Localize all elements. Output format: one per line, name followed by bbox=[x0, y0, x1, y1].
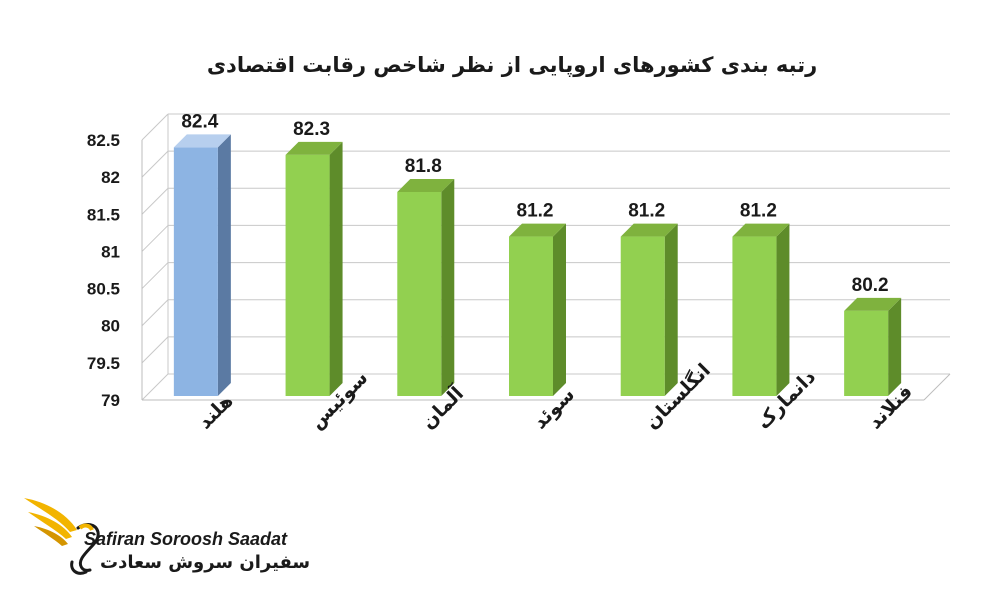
gridline-depth bbox=[141, 187, 169, 215]
bar-front bbox=[173, 147, 218, 396]
chart-title: رتبه بندی کشورهای اروپایی از نظر شاخص رق… bbox=[207, 53, 817, 77]
bar-top bbox=[285, 141, 343, 155]
bar-side bbox=[664, 223, 678, 396]
bar-top bbox=[844, 297, 902, 311]
gridline-depth bbox=[141, 299, 169, 327]
gridline-depth bbox=[141, 336, 169, 364]
data-label: 82.4 bbox=[181, 111, 218, 132]
bar bbox=[173, 134, 231, 396]
y-tick-label: 80.5 bbox=[87, 280, 120, 299]
bar bbox=[620, 223, 678, 396]
data-label: 81.2 bbox=[628, 201, 665, 222]
bar-front bbox=[285, 154, 330, 396]
bar-side bbox=[553, 223, 566, 396]
bar-front bbox=[620, 236, 665, 396]
bar-top bbox=[732, 223, 790, 237]
gridline-depth bbox=[141, 262, 169, 289]
data-label: 81.2 bbox=[740, 201, 777, 222]
bar-front bbox=[844, 310, 889, 396]
logo-name-fa: سفیران سروش سعادت bbox=[100, 552, 311, 573]
gridline-depth bbox=[141, 113, 169, 141]
y-tick-label: 79 bbox=[101, 391, 120, 410]
bar-top bbox=[620, 223, 678, 237]
floor-side-edge bbox=[923, 373, 951, 401]
bar-front bbox=[732, 236, 777, 396]
y-tick-label: 79.5 bbox=[87, 354, 120, 373]
bar-front bbox=[509, 236, 553, 396]
category-label: هلند bbox=[194, 390, 238, 434]
bar bbox=[397, 179, 455, 396]
y-tick-label: 81 bbox=[101, 242, 120, 261]
gridline-depth bbox=[141, 373, 169, 401]
gridline-depth bbox=[141, 225, 169, 252]
bars bbox=[173, 134, 902, 396]
bar-side bbox=[888, 297, 902, 396]
bar-side bbox=[217, 134, 231, 396]
data-label: 81.8 bbox=[405, 156, 442, 177]
data-labels: 82.4 82.3 81.8 81.2 81.2 81.2 80.2 bbox=[181, 111, 888, 295]
bar bbox=[285, 141, 343, 396]
bar bbox=[509, 223, 566, 396]
bar-top bbox=[509, 223, 566, 237]
bar-front bbox=[397, 192, 442, 396]
bar bbox=[844, 297, 902, 396]
y-tick-label: 80 bbox=[101, 317, 120, 336]
bar-side bbox=[441, 179, 455, 396]
company-logo bbox=[24, 498, 100, 575]
y-tick-label: 82 bbox=[101, 168, 120, 187]
wing-icon bbox=[24, 498, 100, 575]
data-label: 81.2 bbox=[517, 201, 554, 222]
bar-side bbox=[329, 141, 343, 396]
bar bbox=[732, 223, 790, 396]
y-axis-ticks: 79 79.5 80 80.5 81 81.5 82 82.5 bbox=[87, 131, 120, 410]
y-tick-label: 81.5 bbox=[87, 205, 120, 224]
logo-name-en: Safiran Soroosh Saadat bbox=[84, 529, 288, 549]
bar-top bbox=[173, 134, 231, 148]
y-tick-label: 82.5 bbox=[87, 131, 120, 150]
bar-top bbox=[397, 179, 455, 192]
data-label: 82.3 bbox=[293, 119, 330, 140]
gridline-depth bbox=[141, 150, 169, 178]
data-label: 80.2 bbox=[852, 275, 889, 296]
bar-side bbox=[776, 223, 790, 396]
